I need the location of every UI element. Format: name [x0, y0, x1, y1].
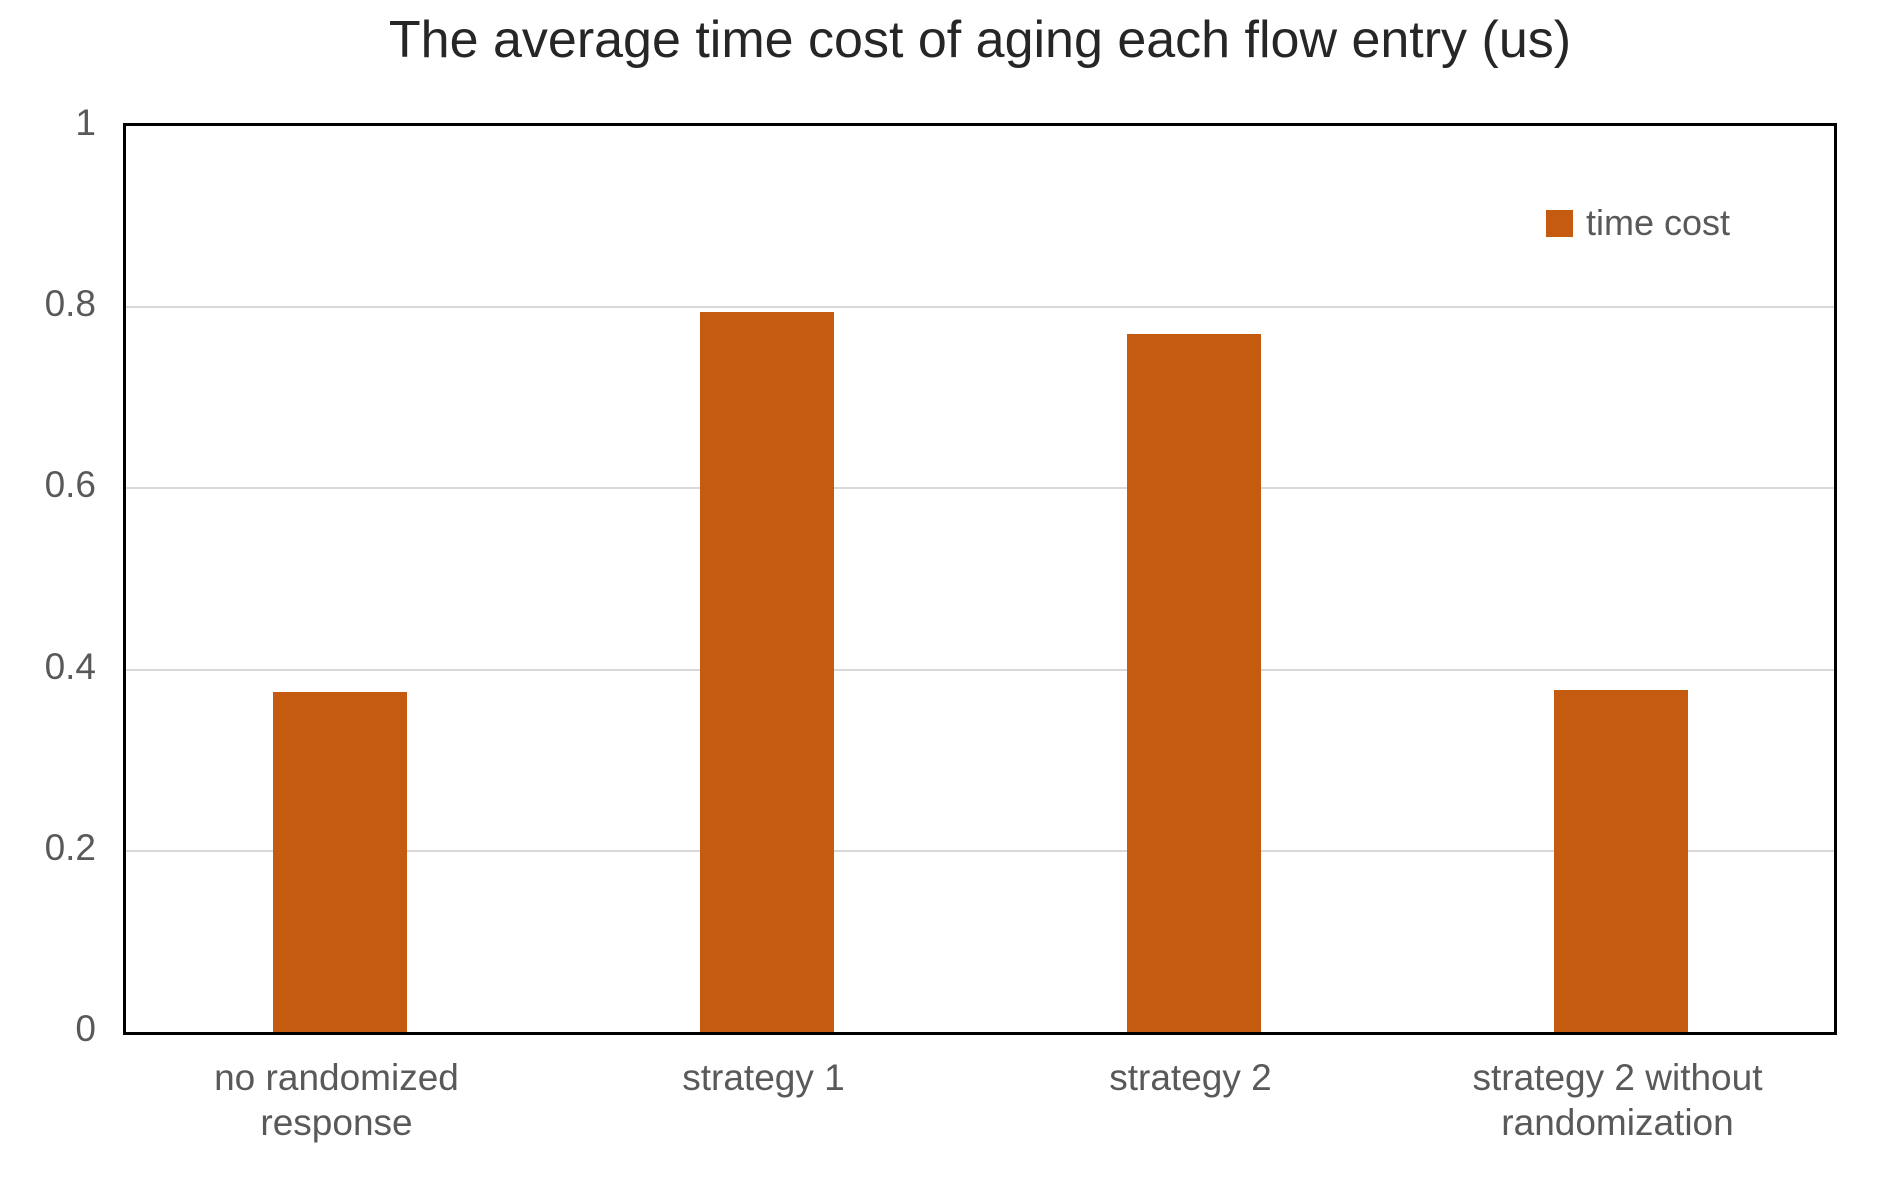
- x-category-slot: no randomized response: [123, 1055, 550, 1145]
- x-category-label: no randomized response: [214, 1057, 459, 1143]
- y-axis-tick-labels: 0 0.2 0.4 0.6 0.8 1: [0, 102, 96, 1049]
- legend-label: time cost: [1585, 202, 1730, 243]
- x-category-slot: strategy 2 without randomization: [1404, 1055, 1831, 1145]
- bar-3: [1127, 334, 1261, 1032]
- y-tick-label: 0: [75, 1008, 96, 1049]
- y-tick-label: 0.6: [44, 464, 96, 505]
- bar-2: [700, 312, 834, 1032]
- x-category-slot: strategy 1: [550, 1055, 977, 1100]
- x-axis-category-labels: no randomized response strategy 1 strategy…: [123, 1055, 1837, 1180]
- plot-area: time cost: [123, 123, 1837, 1035]
- gridline: [126, 850, 1834, 852]
- y-tick-label: 0.2: [44, 827, 96, 868]
- x-category-label: strategy 2: [1109, 1057, 1272, 1098]
- x-category-slot: strategy 2: [977, 1055, 1404, 1100]
- y-tick-label: 0.8: [44, 283, 96, 324]
- gridline: [126, 487, 1834, 489]
- legend: time cost: [1545, 202, 1730, 243]
- bar-1: [273, 692, 407, 1032]
- gridline: [126, 306, 1834, 308]
- chart-title: The average time cost of aging each flow…: [388, 11, 1572, 69]
- square-swatch-icon: [1545, 209, 1573, 237]
- gridline: [126, 669, 1834, 671]
- y-tick-label: 0.4: [44, 646, 96, 687]
- y-tick-label: 1: [75, 102, 96, 143]
- x-category-label: strategy 1: [682, 1057, 845, 1098]
- bar-4: [1554, 690, 1688, 1032]
- x-category-label: strategy 2 without randomization: [1472, 1057, 1763, 1143]
